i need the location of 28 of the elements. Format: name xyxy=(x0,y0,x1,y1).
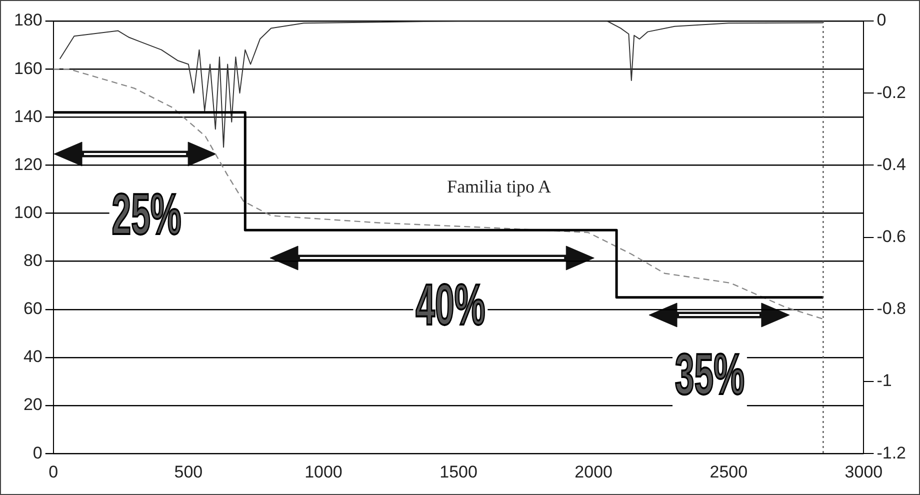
x-tick-label: 3000 xyxy=(844,462,883,482)
y2-tick-label: 0 xyxy=(876,10,886,30)
y-tick-label: 120 xyxy=(14,154,42,174)
y-tick-label: 100 xyxy=(14,202,42,222)
x-tick-label: 1500 xyxy=(440,462,478,482)
y-tick-label: 40 xyxy=(23,347,42,366)
y-tick-label: 160 xyxy=(14,58,42,78)
y2-tick-label: -0.2 xyxy=(876,82,906,102)
y2-tick-label: -1.2 xyxy=(876,443,906,462)
y2-tick-label: -0.4 xyxy=(876,154,906,174)
x-tick-label: 500 xyxy=(174,462,203,482)
y2-tick-label: -1 xyxy=(876,371,892,390)
x-tick-label: 2500 xyxy=(710,462,748,482)
y-tick-label: 0 xyxy=(32,443,42,462)
annotation: 40% xyxy=(416,274,486,338)
annotation: Familia tipo A xyxy=(447,176,552,196)
y-tick-label: 20 xyxy=(23,395,42,414)
annotation: 25% xyxy=(112,182,182,248)
y2-tick-label: -0.6 xyxy=(876,226,906,246)
y2-tick-label: -0.8 xyxy=(876,299,906,318)
y-tick-label: 60 xyxy=(23,299,42,318)
y-tick-label: 140 xyxy=(14,106,42,126)
annotation: 35% xyxy=(674,342,745,408)
x-tick-label: 0 xyxy=(48,462,58,482)
x-tick-label: 2000 xyxy=(574,462,613,482)
y-tick-label: 180 xyxy=(14,10,42,30)
y-tick-label: 80 xyxy=(23,251,42,270)
x-tick-label: 1000 xyxy=(304,462,342,482)
